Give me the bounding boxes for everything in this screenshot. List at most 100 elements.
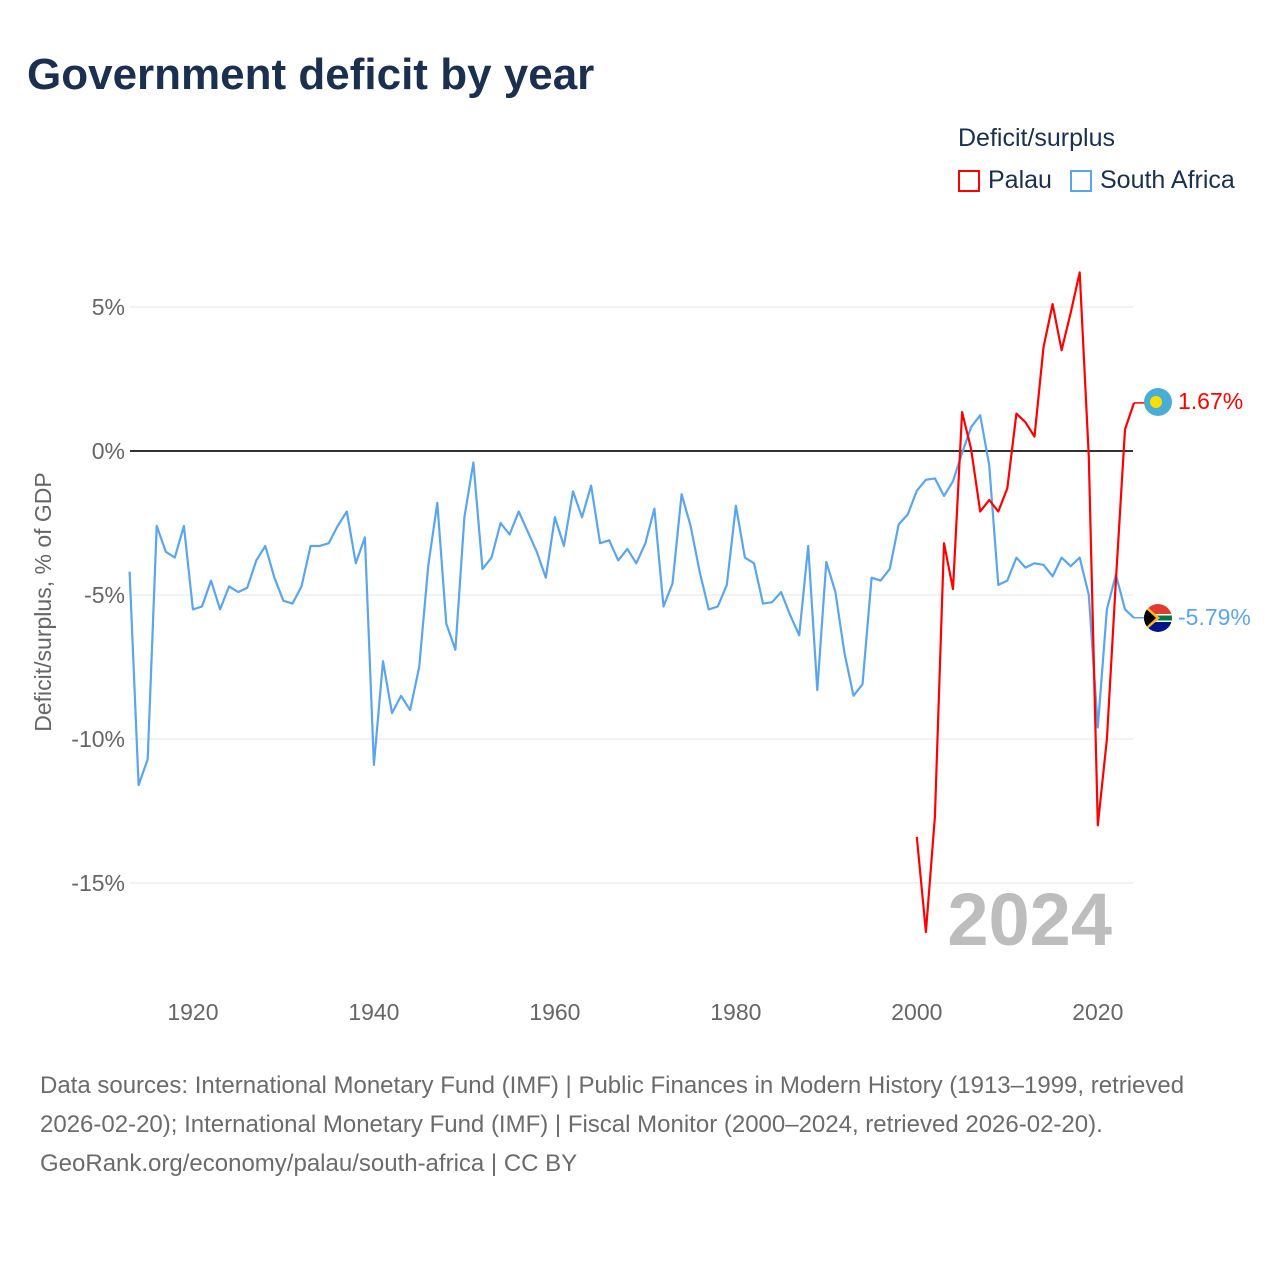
data-point[interactable]: [452, 647, 458, 653]
data-point[interactable]: [570, 488, 576, 494]
data-point[interactable]: [1004, 485, 1010, 491]
data-point[interactable]: [299, 583, 305, 589]
data-point[interactable]: [1113, 578, 1119, 584]
data-point[interactable]: [308, 543, 314, 549]
data-point[interactable]: [226, 583, 232, 589]
data-point[interactable]: [362, 534, 368, 540]
data-point[interactable]: [416, 664, 422, 670]
data-point[interactable]: [651, 506, 657, 512]
data-point[interactable]: [199, 604, 205, 610]
data-point[interactable]: [941, 540, 947, 546]
data-point[interactable]: [1050, 301, 1056, 307]
data-point[interactable]: [543, 575, 549, 581]
data-point[interactable]: [353, 560, 359, 566]
data-point[interactable]: [1086, 454, 1092, 460]
data-point[interactable]: [561, 543, 567, 549]
data-point[interactable]: [887, 566, 893, 572]
data-point[interactable]: [271, 575, 277, 581]
data-point[interactable]: [814, 687, 820, 693]
data-point[interactable]: [670, 580, 676, 586]
data-point[interactable]: [860, 681, 866, 687]
data-point[interactable]: [832, 589, 838, 595]
data-point[interactable]: [1022, 565, 1028, 571]
data-point[interactable]: [398, 693, 404, 699]
data-point[interactable]: [995, 508, 1001, 514]
data-point[interactable]: [498, 520, 504, 526]
data-point[interactable]: [145, 756, 151, 762]
data-point[interactable]: [660, 604, 666, 610]
data-point[interactable]: [742, 555, 748, 561]
data-point[interactable]: [1050, 573, 1056, 579]
data-point[interactable]: [244, 585, 250, 591]
data-point[interactable]: [606, 537, 612, 543]
data-point[interactable]: [479, 566, 485, 572]
data-point[interactable]: [1031, 434, 1037, 440]
data-point[interactable]: [950, 478, 956, 484]
data-point[interactable]: [624, 546, 630, 552]
data-point[interactable]: [896, 521, 902, 527]
data-point[interactable]: [1068, 310, 1074, 316]
data-point[interactable]: [443, 621, 449, 627]
data-point[interactable]: [489, 555, 495, 561]
data-point[interactable]: [588, 483, 594, 489]
data-point[interactable]: [335, 523, 341, 529]
data-point[interactable]: [769, 599, 775, 605]
data-point[interactable]: [1104, 736, 1110, 742]
data-point[interactable]: [986, 462, 992, 468]
data-point[interactable]: [1013, 555, 1019, 561]
data-point[interactable]: [724, 582, 730, 588]
data-point[interactable]: [932, 814, 938, 820]
data-point[interactable]: [805, 543, 811, 549]
data-point[interactable]: [706, 606, 712, 612]
data-point[interactable]: [1086, 592, 1092, 598]
data-point[interactable]: [552, 514, 558, 520]
data-point[interactable]: [534, 549, 540, 555]
data-point[interactable]: [507, 532, 513, 538]
data-point[interactable]: [959, 409, 965, 415]
data-point[interactable]: [642, 540, 648, 546]
data-point[interactable]: [461, 514, 467, 520]
data-point[interactable]: [262, 543, 268, 549]
data-point[interactable]: [208, 578, 214, 584]
data-point[interactable]: [1041, 344, 1047, 350]
data-point[interactable]: [579, 514, 585, 520]
data-point[interactable]: [679, 491, 685, 497]
data-point[interactable]: [760, 601, 766, 607]
data-point[interactable]: [697, 569, 703, 575]
data-point[interactable]: [905, 511, 911, 517]
data-point[interactable]: [280, 598, 286, 604]
data-point[interactable]: [968, 446, 974, 452]
data-point[interactable]: [1077, 269, 1083, 275]
data-point[interactable]: [289, 601, 295, 607]
data-point[interactable]: [371, 762, 377, 768]
data-point[interactable]: [1059, 555, 1065, 561]
data-point[interactable]: [1122, 426, 1128, 432]
data-point[interactable]: [941, 493, 947, 499]
data-point[interactable]: [751, 560, 757, 566]
data-point[interactable]: [986, 497, 992, 503]
data-point[interactable]: [389, 710, 395, 716]
data-point[interactable]: [516, 508, 522, 514]
data-point[interactable]: [1122, 606, 1128, 612]
data-point[interactable]: [380, 658, 386, 664]
source-link[interactable]: GeoRank.org/economy/palau/south-africa |…: [40, 1150, 578, 1177]
data-point[interactable]: [1013, 411, 1019, 417]
data-point[interactable]: [235, 589, 241, 595]
data-point[interactable]: [968, 424, 974, 430]
data-point[interactable]: [869, 575, 875, 581]
series-line-palau[interactable]: [915, 271, 1136, 934]
data-point[interactable]: [841, 650, 847, 656]
legend-item-south-africa[interactable]: South Africa: [1070, 166, 1235, 195]
data-point[interactable]: [217, 606, 223, 612]
data-point[interactable]: [733, 503, 739, 509]
data-point[interactable]: [190, 606, 196, 612]
data-point[interactable]: [525, 529, 531, 535]
data-point[interactable]: [1004, 578, 1010, 584]
data-point[interactable]: [317, 543, 323, 549]
data-point[interactable]: [633, 560, 639, 566]
data-point[interactable]: [914, 834, 920, 840]
data-point[interactable]: [154, 523, 160, 529]
data-point[interactable]: [932, 475, 938, 481]
data-point[interactable]: [181, 523, 187, 529]
data-point[interactable]: [470, 460, 476, 466]
